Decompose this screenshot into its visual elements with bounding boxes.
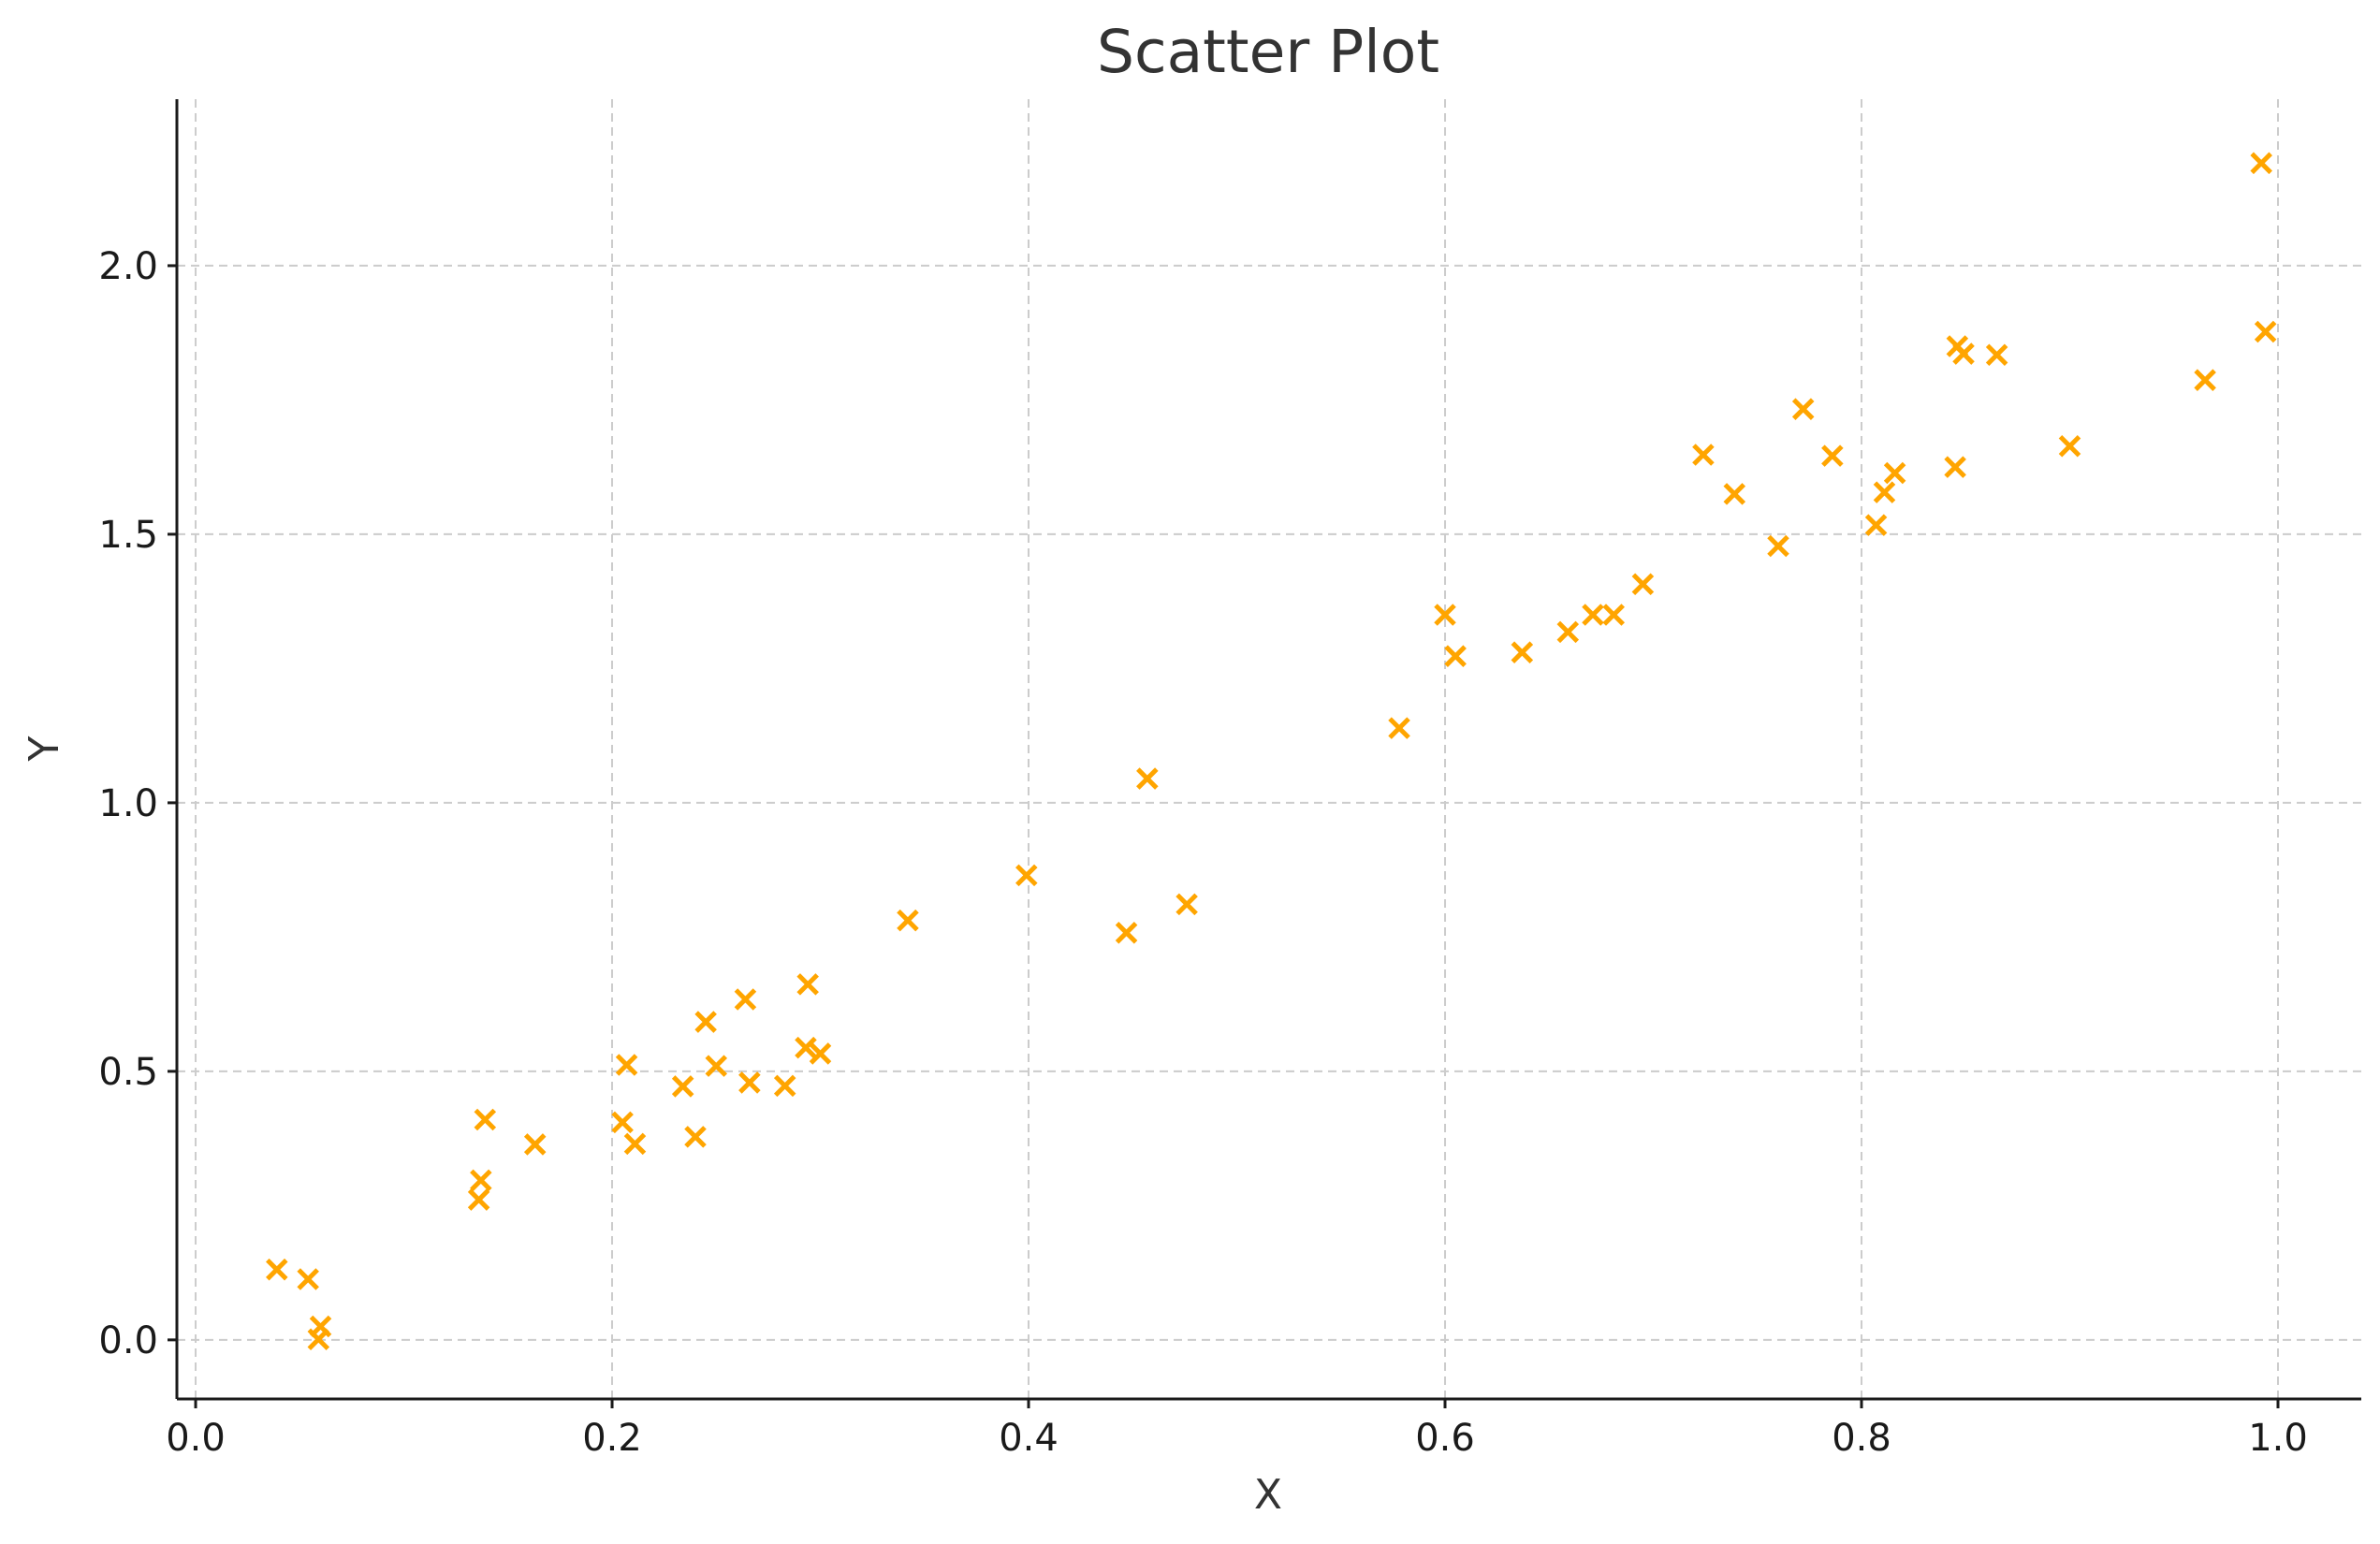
data-point (1175, 893, 1198, 916)
data-point (795, 1036, 817, 1059)
data-point (1692, 444, 1715, 466)
x-tick-label: 1.0 (2248, 1417, 2308, 1460)
chart-title: Scatter Plot (1097, 18, 1439, 86)
y-tick-label: 1.5 (98, 514, 158, 557)
data-point (1115, 922, 1138, 944)
axes: 0.0 0.2 0.4 0.6 0.8 1.0 0.0 0.5 1.0 1.5 2.0 (98, 99, 2361, 1460)
x-tick-label: 0.0 (166, 1417, 226, 1460)
y-tick-label: 2.0 (98, 245, 158, 288)
data-point (1873, 481, 1896, 503)
data-point (773, 1074, 796, 1098)
data-point (1556, 620, 1580, 644)
data-point (1444, 645, 1467, 667)
x-axis-label: X (1254, 1471, 1282, 1519)
data-point (1883, 461, 1906, 485)
x-tick-label: 0.8 (1832, 1417, 1891, 1460)
data-point (1602, 604, 1626, 626)
data-point (1864, 514, 1888, 536)
data-point (1723, 483, 1746, 505)
x-tick-label: 0.6 (1415, 1417, 1475, 1460)
data-point (1388, 717, 1410, 739)
data-point (1791, 398, 1815, 420)
data-points (266, 152, 2277, 1351)
data-point (1944, 456, 1966, 478)
data-point (684, 1126, 707, 1148)
data-point (1434, 604, 1456, 626)
data-point (297, 1268, 319, 1290)
data-point (705, 1055, 728, 1077)
y-tick-label: 0.0 (98, 1319, 158, 1362)
data-point (796, 973, 819, 996)
data-point (474, 1108, 497, 1131)
x-tick-label: 0.4 (999, 1417, 1059, 1460)
data-point (266, 1258, 288, 1281)
data-point (523, 1133, 547, 1156)
data-point (2250, 152, 2272, 175)
data-point (623, 1132, 647, 1156)
data-point (694, 1011, 717, 1033)
data-point (1821, 444, 1844, 467)
data-point (2058, 435, 2081, 458)
y-tick-label: 0.5 (98, 1051, 158, 1094)
data-point (1952, 342, 1975, 365)
data-point (1631, 573, 1655, 596)
data-point (738, 1071, 761, 1094)
data-point (897, 909, 919, 932)
data-point (1985, 343, 2008, 366)
data-point (2254, 320, 2277, 343)
data-point (615, 1054, 638, 1076)
data-point (467, 1188, 490, 1211)
data-point (1136, 767, 1159, 790)
grid-lines (177, 99, 2361, 1399)
data-point (734, 988, 757, 1011)
data-point (611, 1111, 634, 1134)
data-point (1015, 864, 1038, 887)
data-point (1767, 534, 1789, 558)
data-point (1582, 604, 1604, 626)
data-point (307, 1328, 330, 1351)
data-point (470, 1169, 492, 1192)
data-point (1511, 641, 1534, 663)
data-point (2194, 369, 2216, 391)
data-point (809, 1042, 832, 1065)
x-tick-label: 0.2 (582, 1417, 642, 1460)
y-axis-label: Y (21, 736, 68, 762)
data-point (671, 1075, 694, 1098)
y-tick-label: 1.0 (98, 782, 158, 825)
